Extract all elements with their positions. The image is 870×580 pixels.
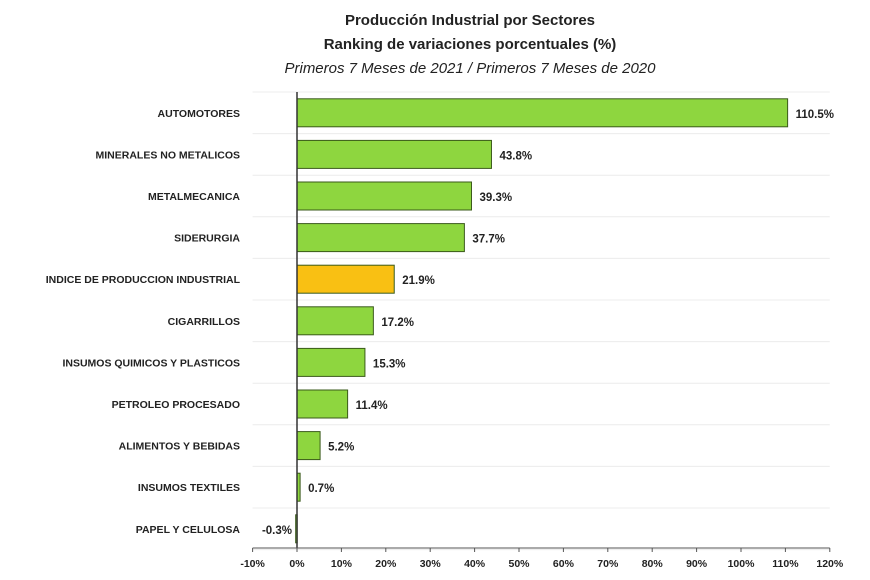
bar bbox=[296, 347, 366, 377]
x-tick-label: 90% bbox=[686, 558, 708, 570]
value-label: 37.7% bbox=[472, 234, 505, 246]
value-label: 43.8% bbox=[499, 150, 532, 162]
category-label: METALMECANICA bbox=[148, 191, 240, 203]
value-label: 15.3% bbox=[373, 358, 406, 370]
category-label: SIDERURGIA bbox=[174, 233, 240, 245]
chart-title: Producción Industrial por Sectores bbox=[344, 12, 596, 29]
x-tick-label: 10% bbox=[331, 558, 353, 570]
category-label: INSUMOS QUIMICOS Y PLASTICOS bbox=[62, 357, 240, 369]
chart-period: Primeros 7 Meses de 2021 / Primeros 7 Me… bbox=[284, 60, 656, 77]
value-label: 110.5% bbox=[796, 109, 834, 121]
category-label: INDICE DE PRODUCCION INDUSTRIAL bbox=[46, 274, 241, 286]
x-tick-label: 50% bbox=[508, 558, 530, 570]
x-tick-label: 100% bbox=[728, 558, 756, 570]
value-label: 5.2% bbox=[328, 442, 354, 454]
x-tick-label: 60% bbox=[553, 558, 575, 570]
category-label: PETROLEO PROCESADO bbox=[112, 399, 240, 411]
x-tick-label: 120% bbox=[816, 558, 844, 570]
category-label: MINERALES NO METALICOS bbox=[96, 149, 240, 161]
value-label: 11.4% bbox=[356, 400, 388, 412]
bar bbox=[296, 223, 465, 253]
x-tick-label: 40% bbox=[464, 558, 486, 570]
x-tick-label: 0% bbox=[289, 558, 305, 570]
x-tick-label: 30% bbox=[420, 558, 442, 570]
value-label: 0.7% bbox=[308, 483, 334, 495]
x-tick-label: 20% bbox=[375, 558, 397, 570]
bar bbox=[296, 389, 349, 419]
bar bbox=[296, 98, 789, 128]
category-label: ALIMENTOS Y BEBIDAS bbox=[119, 441, 240, 453]
x-tick-label: 70% bbox=[597, 558, 619, 570]
value-label: 21.9% bbox=[402, 275, 435, 287]
chart-subtitle: Ranking de variaciones porcentuales (%) bbox=[323, 36, 617, 53]
category-label: AUTOMOTORES bbox=[158, 108, 240, 120]
category-label: INSUMOS TEXTILES bbox=[138, 482, 240, 494]
bar bbox=[296, 181, 472, 211]
bar bbox=[296, 139, 492, 169]
value-label: 39.3% bbox=[479, 192, 512, 204]
category-label: CIGARRILLOS bbox=[168, 316, 240, 328]
x-tick-label: 80% bbox=[642, 558, 664, 570]
category-label: PAPEL Y CELULOSA bbox=[136, 524, 241, 536]
bar bbox=[296, 431, 321, 461]
value-label: -0.3% bbox=[262, 525, 292, 537]
x-tick-label: 110% bbox=[772, 558, 799, 570]
x-tick-label: -10% bbox=[240, 558, 265, 570]
bar bbox=[296, 306, 374, 336]
bar bbox=[296, 264, 395, 294]
value-label: 17.2% bbox=[381, 317, 414, 329]
